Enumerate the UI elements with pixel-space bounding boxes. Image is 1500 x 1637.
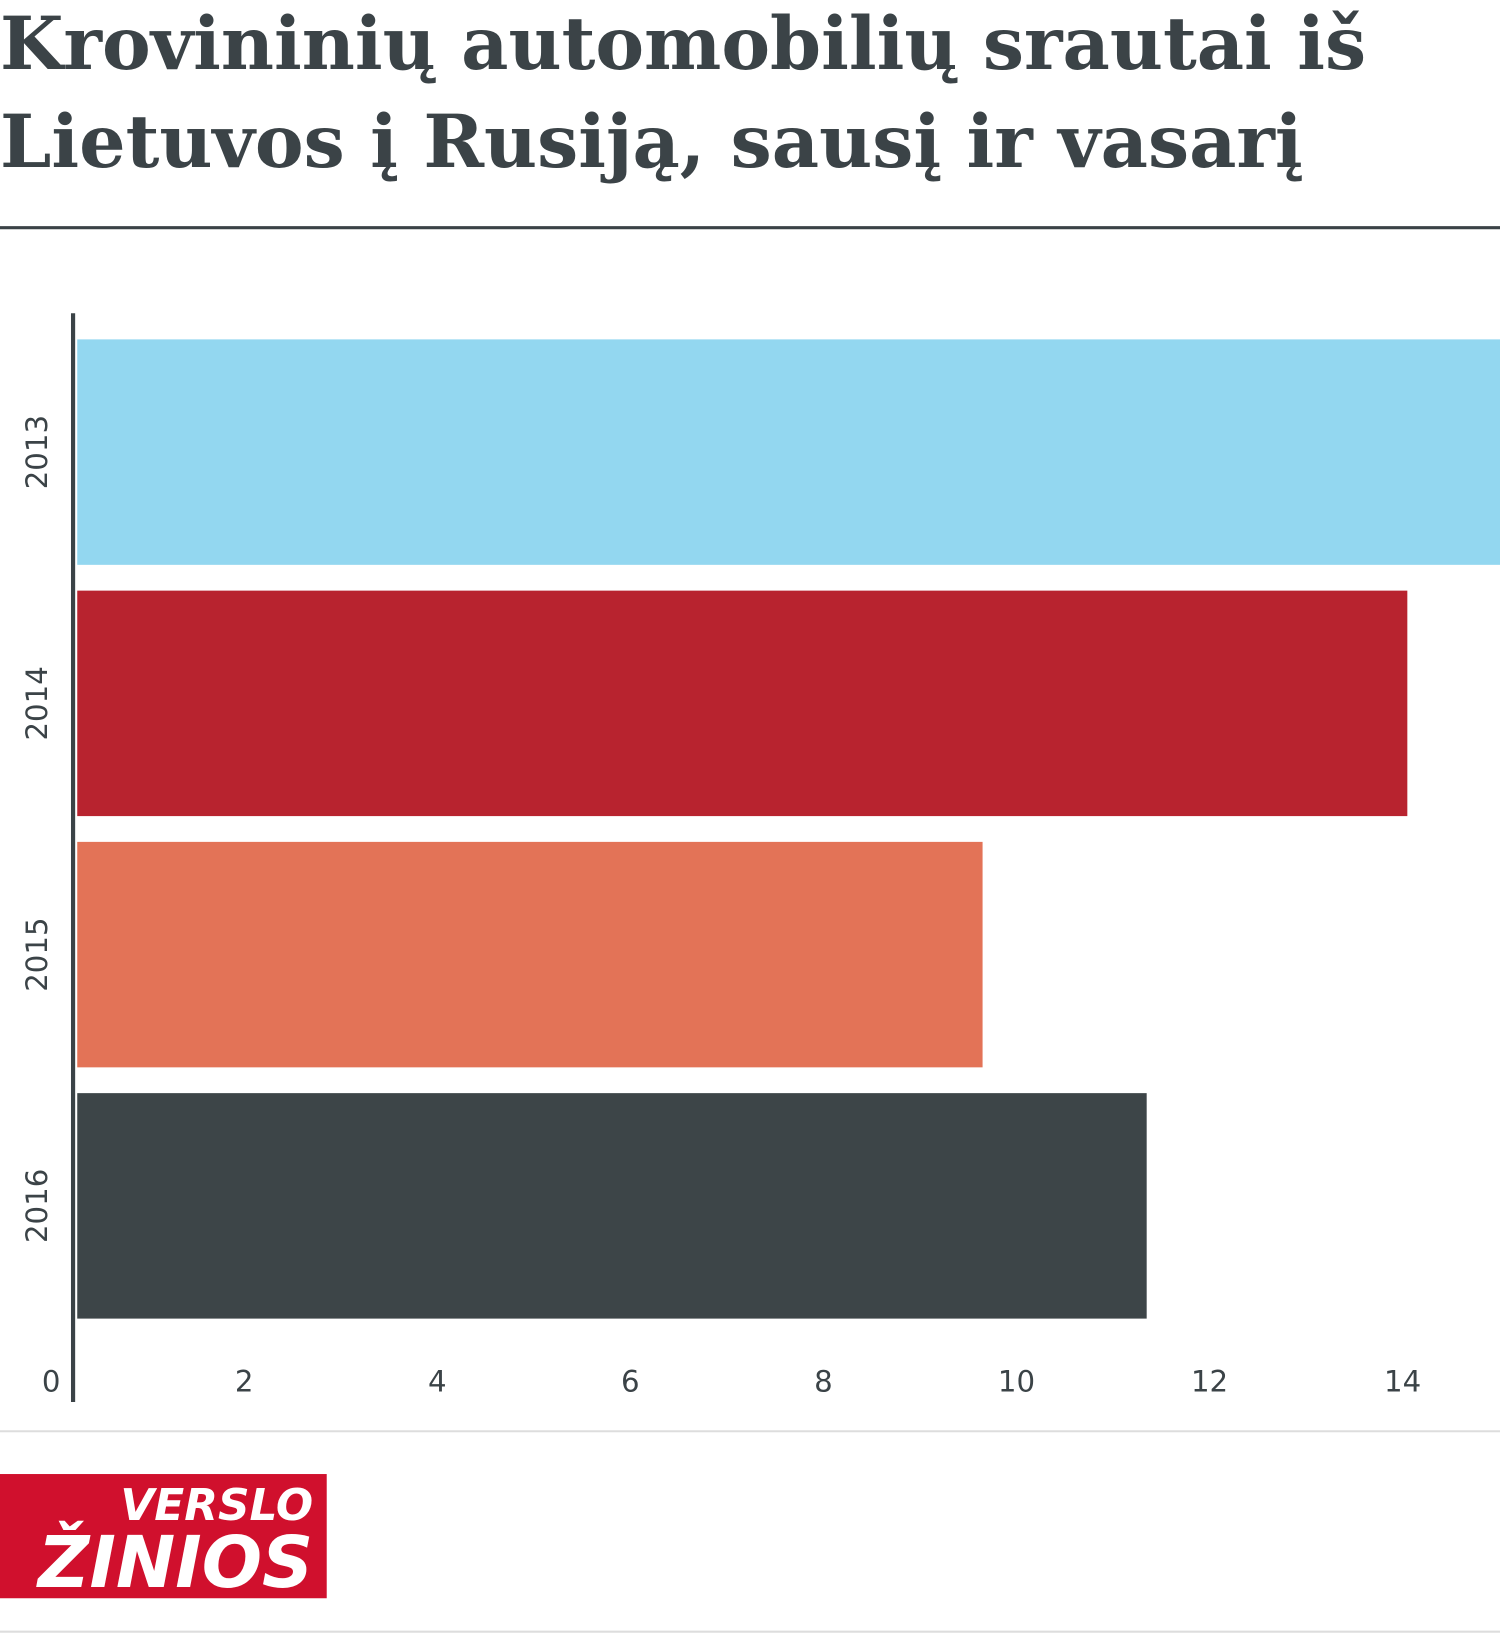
x-tick-label: 12 [1191,1365,1228,1399]
logo-text: ŽINIOS [36,1520,313,1604]
y-tick-label: 2016 [20,1169,54,1243]
bar [77,1093,1147,1319]
chart-title: Lietuvos į Rusiją, sausį ir vasarį [0,99,1303,185]
logo-text: VERSLO [120,1480,313,1531]
y-tick-label: 2015 [20,917,54,991]
y-tick-label: 2013 [20,415,54,489]
x-tick-label: 4 [428,1365,447,1399]
x-tick-label: 8 [814,1365,833,1399]
x-tick-label: 10 [998,1365,1035,1399]
x-tick-label: 2 [235,1365,254,1399]
bar [77,841,983,1068]
bar [77,339,1500,565]
x-tick-label: 6 [621,1365,640,1399]
chart-title: Krovininių automobilių srautai iš [0,1,1366,87]
y-tick-label: 2014 [20,666,54,740]
x-tick-label: 14 [1384,1365,1421,1399]
x-tick-label: 0 [42,1365,61,1399]
logo-box [0,1474,327,1599]
plot-area [77,339,1500,1319]
bar [77,590,1408,817]
